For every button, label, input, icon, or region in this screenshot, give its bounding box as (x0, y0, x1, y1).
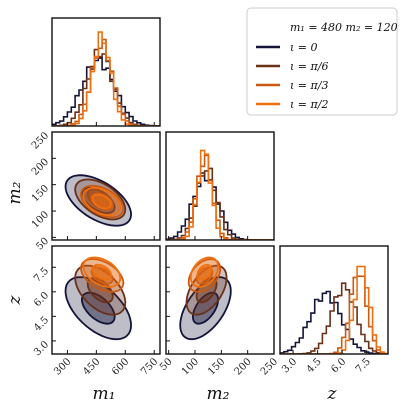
x-tick-label-m2: 50 (158, 356, 175, 373)
histogram-z-series-2 (280, 275, 388, 354)
x-tick-label-m1: 450 (81, 356, 102, 377)
panel-content (52, 31, 160, 126)
contour-m1-m2-series-0-level-0 (64, 174, 133, 227)
y-tick-label-z: 7.5 (32, 266, 51, 285)
x-axis-label-m1: m₁ (93, 384, 116, 404)
panel-z-z: 3.0 4.5 6.0 7.5 (279, 245, 389, 375)
panel-frame (51, 17, 161, 127)
legend-label-0: ι = 0 (290, 41, 318, 54)
x-tick-label-m2: 100 (180, 356, 201, 377)
y-tick-label-z: 6.0 (32, 290, 51, 309)
legend-title: m₁ = 480 m₂ = 120 (290, 21, 398, 34)
x-tick-label-m1: 750 (139, 356, 160, 377)
contour-m1-z-series-0-level-1 (80, 291, 116, 325)
x-tick-label-m2: 250 (259, 356, 280, 377)
panel-content (64, 256, 133, 341)
panel-frame (51, 131, 161, 241)
panel-frame (279, 245, 389, 355)
x-tick-label-z: 6.0 (329, 356, 348, 375)
x-axis-label-m2: m₂ (207, 384, 230, 404)
x-tick-label-z: 4.5 (305, 356, 324, 375)
legend-label-3: ι = π/2 (290, 98, 328, 111)
panel-m1-z: 300 450 600 750 3.0 4.5 6.0 7.5 (32, 245, 161, 378)
histogram-z-series-1 (280, 282, 388, 354)
y-tick-label-m2: 150 (30, 183, 51, 204)
y-tick-label-m2: 200 (30, 157, 51, 178)
panel-m1-m2: 50 100 150 200 250 (30, 130, 161, 253)
y-tick-label-m2: 250 (30, 130, 51, 151)
x-axis-label-z: z (327, 384, 338, 404)
legend-label-1: ι = π/6 (290, 60, 328, 73)
panel-frame (165, 245, 275, 355)
histogram-m1-series-0 (52, 57, 160, 126)
contour-m1-z-series-0-level-0 (64, 276, 133, 341)
contour-m1-m2-series-3-level-0 (82, 186, 122, 217)
x-tick-label-m1: 600 (110, 356, 131, 377)
x-tick-label-m2: 200 (233, 356, 254, 377)
contour-m1-z-series-3-level-0 (82, 256, 122, 288)
contour-m2-z-series-2-level-0 (187, 258, 222, 293)
panel-content (166, 149, 274, 240)
panel-m2-m2 (165, 131, 275, 241)
panel-content (64, 174, 133, 227)
x-tick-label-m2: 150 (206, 356, 227, 377)
x-tick-label-z: 3.0 (280, 356, 299, 375)
histogram-z-series-3 (280, 265, 388, 354)
x-tick-label-z: 7.5 (354, 356, 373, 375)
panel-content (179, 256, 232, 341)
contour-m1-z-series-3-level-1 (91, 263, 112, 281)
y-tick-label-z: 3.0 (32, 339, 51, 358)
y-tick-label-m2: 100 (30, 209, 51, 230)
y-axis-label-m2: m₂ (5, 181, 25, 204)
contour-m1-m2-series-3-level-1 (91, 193, 112, 210)
panel-content (280, 265, 388, 354)
legend-label-2: ι = π/3 (290, 79, 328, 92)
contour-m2-z-series-3-level-1 (196, 263, 213, 281)
y-tick-label-z: 4.5 (32, 315, 51, 334)
x-tick-label-m1: 300 (52, 356, 73, 377)
panel-frame (165, 131, 275, 241)
contour-m2-z-series-3-level-0 (189, 256, 220, 288)
y-axis-label-z: z (5, 294, 25, 305)
histogram-m2-series-3 (166, 149, 274, 240)
contour-m1-z-series-2-level-0 (79, 258, 125, 293)
y-tick-label-m2: 50 (34, 236, 51, 253)
contour-m2-z-series-0-level-1 (191, 291, 220, 325)
panel-m1-m1 (51, 17, 161, 127)
legend: m₁ = 480 m₂ = 120 ι = 0 ι = π/6 ι = π/3 ι =… (246, 7, 398, 116)
panel-m2-z: 50 100 150 200 250 (158, 245, 280, 378)
legend-frame (246, 7, 398, 116)
panel-frame (51, 245, 161, 355)
